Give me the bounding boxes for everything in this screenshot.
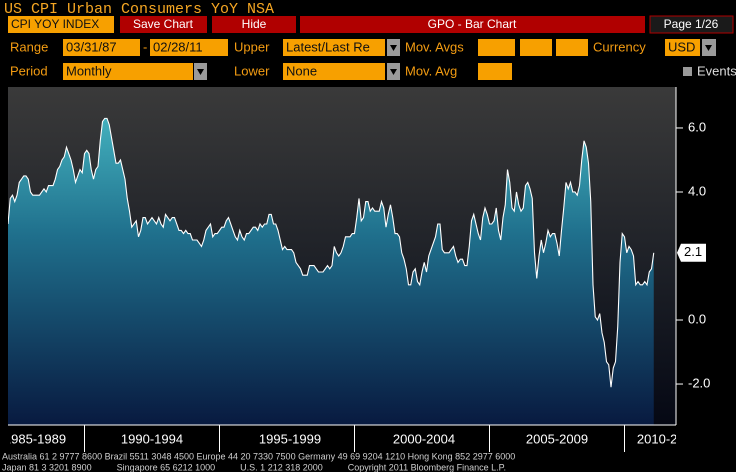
ticker-box[interactable] — [8, 16, 114, 33]
range-label: Range — [10, 39, 48, 54]
line — [8, 117, 655, 388]
save-button[interactable] — [120, 16, 207, 33]
dropdown-arrow — [705, 45, 712, 51]
footer: Australia 61 2 9777 8600 Brazil 5511 304… — [2, 451, 515, 461]
area — [8, 118, 654, 425]
x-tick-label: 1990-1994 — [121, 431, 183, 446]
currency-label: Currency — [593, 39, 646, 54]
y-tick-label: 4.0 — [688, 183, 706, 198]
hide-button[interactable] — [212, 16, 296, 33]
plot — [8, 117, 655, 425]
y-tick-label: 6.0 — [688, 119, 706, 134]
period-value: Monthly — [66, 63, 112, 78]
lower-box[interactable] — [283, 63, 385, 80]
x-tick-label: 2005-2009 — [526, 431, 588, 446]
title: US CPI Urban Consumers YoY NSA — [4, 1, 274, 18]
mov-avg-box[interactable] — [520, 39, 552, 56]
range-end: 02/28/11 — [153, 39, 203, 54]
function-bar — [300, 16, 645, 33]
upper-value: Latest/Last Re — [286, 39, 370, 54]
dropdown-arrow — [390, 45, 397, 51]
last-value-label: 2.1 — [684, 244, 702, 259]
x-tick-label: 1985-1989 — [4, 431, 66, 446]
y-tick-label: -2.0 — [688, 375, 710, 390]
upper-box[interactable] — [283, 39, 385, 56]
dropdown-arrow — [197, 69, 204, 75]
period-label: Period — [10, 63, 48, 78]
period-box[interactable] — [63, 63, 193, 80]
mov-avg-box[interactable] — [478, 63, 512, 80]
x-axis-labels: 1985-1989 1990-1994 1995-1999 2000-2004 2005… — [4, 431, 699, 446]
currency-value: USD — [668, 39, 695, 54]
events-label: Events — [697, 63, 736, 78]
upper-label: Upper — [234, 39, 270, 54]
currency-box[interactable] — [665, 39, 700, 56]
dropdown-arrow — [390, 69, 397, 75]
range-start: 03/31/87 — [66, 39, 117, 54]
x-tick-label: 2000-2004 — [393, 431, 455, 446]
mov-avg-box[interactable] — [478, 39, 515, 56]
footer: Japan 81 3 3201 8900 Singapore 65 6212 1… — [2, 462, 506, 472]
range-end-box[interactable] — [150, 39, 228, 56]
page-label: Page 1/26 — [664, 17, 719, 31]
lower-value: None — [286, 63, 317, 78]
mov-avg-box[interactable] — [556, 39, 588, 56]
page-box[interactable] — [649, 15, 734, 34]
mov-avgs-label: Mov. Avgs — [405, 39, 464, 54]
x-tick-label: 1995-1999 — [259, 431, 321, 446]
range-start-box[interactable] — [63, 39, 140, 56]
function-label: GPO - Bar Chart — [428, 17, 517, 31]
x-tick-label: 2010-2014 — [637, 431, 699, 446]
range-sep: - — [143, 39, 147, 54]
save-label: Save Chart — [133, 17, 194, 31]
mov-avg-label: Mov. Avg — [405, 63, 457, 78]
events-checkbox[interactable] — [683, 67, 692, 76]
ticker: CPI YOY INDEX — [11, 17, 99, 31]
y-tick-label: 0.0 — [688, 311, 706, 326]
last-value-box — [677, 243, 706, 262]
lower-label: Lower — [234, 63, 270, 78]
hide-label: Hide — [242, 17, 267, 31]
